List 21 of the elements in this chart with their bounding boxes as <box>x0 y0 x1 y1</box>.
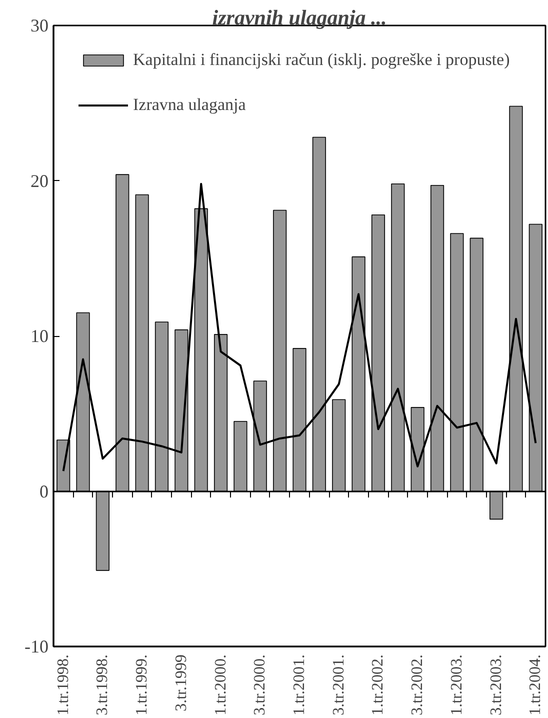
y-tick-label: -10 <box>24 636 49 656</box>
x-tick-label: 3.tr.2002. <box>409 654 426 716</box>
x-tick-label: 3.tr.2001. <box>330 654 348 716</box>
y-tick-label: 0 <box>40 481 48 502</box>
x-tick-label: 1.tr.2000. <box>212 654 230 716</box>
x-tick-label: 1.tr.1998. <box>54 654 72 716</box>
x-tick-label: 3.tr.1998. <box>94 654 112 716</box>
x-tick-label: 1.tr.1999. <box>134 654 151 716</box>
x-tick-label: 3.tr.2003. <box>488 654 505 716</box>
y-tick-label: 10 <box>30 326 48 346</box>
x-tick-label: 1.tr.2002. <box>370 654 387 716</box>
y-tick-label: 20 <box>30 170 48 191</box>
x-tick-label: 1.tr.2003. <box>448 654 466 716</box>
x-tick-label: 1.tr.2001. <box>291 654 308 716</box>
x-tick-label: 1.tr.2004. <box>527 654 544 716</box>
chart-title: izravnih ulaganja ... <box>212 6 387 30</box>
legend-label: Izravna ulaganja <box>133 95 246 115</box>
y-tick-label: 30 <box>30 16 48 36</box>
x-tick-label: 3.tr.1999 <box>172 654 190 712</box>
legend-label: Kapitalni i financijski račun (isklj. pogreške i propuste) <box>133 50 510 70</box>
x-tick-label: 3.tr.2000. <box>252 654 269 716</box>
